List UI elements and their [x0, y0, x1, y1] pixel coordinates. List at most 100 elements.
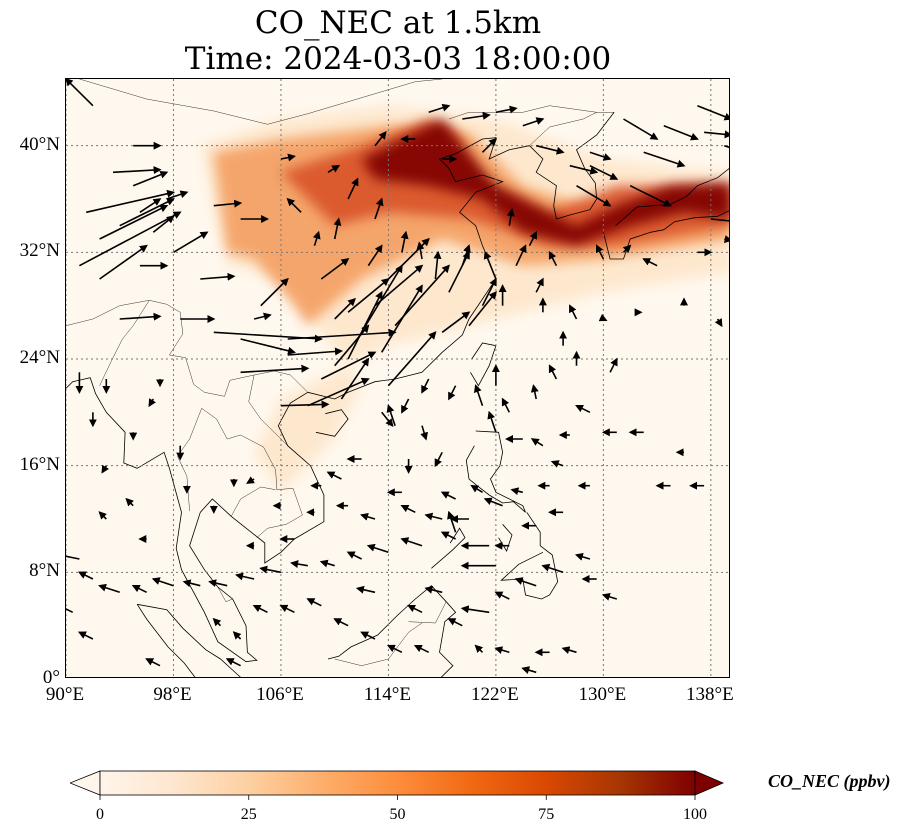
wind-arrow [334, 324, 370, 367]
country-border [79, 79, 443, 125]
wind-arrow [536, 144, 565, 155]
coastline [431, 527, 466, 569]
y-tick-label: 0° [42, 667, 60, 688]
wind-arrow [420, 425, 428, 441]
wind-arrow [386, 404, 396, 426]
wind-arrow [448, 385, 457, 401]
wind-arrow [132, 170, 169, 187]
wind-arrow [152, 215, 175, 233]
wind-arrow [387, 331, 437, 387]
y-tick-label: 32°N [19, 240, 60, 262]
wind-arrow [609, 357, 618, 373]
country-border [66, 300, 308, 397]
wind-arrow [434, 451, 443, 468]
wind-arrow [589, 164, 619, 180]
wind-arrow [440, 491, 456, 500]
wind-arrow [86, 189, 176, 214]
x-tick-label: 114°E [363, 684, 411, 705]
wind-arrow [327, 164, 341, 173]
wind-arrow [474, 644, 484, 654]
map-subtitle-time: Time: 2024-03-03 18:00:00 [184, 41, 612, 77]
wind-arrow [182, 579, 201, 588]
coastline [603, 210, 729, 260]
wind-arrow [340, 357, 370, 400]
y-tick-label: 24°N [19, 347, 60, 368]
coastline [498, 524, 513, 552]
wind-arrow [413, 644, 430, 654]
colorbar-min-extension [70, 770, 101, 796]
wind-arrow [589, 151, 612, 161]
wind-arrow [101, 464, 110, 474]
wind-arrow [473, 384, 484, 406]
wind-arrow [367, 244, 383, 267]
wind-vectors [66, 79, 729, 674]
wind-arrow [260, 277, 289, 307]
wind-arrow [66, 604, 74, 614]
wind-arrow [510, 487, 523, 496]
wind-arrow [240, 338, 296, 355]
wind-arrow [307, 377, 370, 407]
x-tick-label: 98°E [153, 684, 192, 705]
wind-arrow [461, 244, 471, 266]
wind-arrow [697, 104, 729, 121]
wind-arrow [213, 199, 243, 208]
country-border [230, 486, 276, 517]
wind-arrow [280, 153, 296, 162]
x-tick-label: 122°E [471, 684, 519, 705]
country-border [248, 374, 288, 446]
wind-arrow [400, 504, 416, 514]
wind-arrow [173, 231, 209, 253]
wind-arrow [99, 244, 148, 280]
wind-arrow [401, 398, 410, 414]
map-canvas [66, 79, 729, 677]
wind-arrow [494, 646, 510, 654]
colorbar-label: CO_NEC (ppbv) [768, 771, 891, 791]
wind-arrow [99, 204, 169, 240]
wind-arrow [723, 235, 729, 244]
wind-arrow [225, 658, 241, 667]
wind-arrow [360, 631, 376, 640]
colorbar-tick-marks [99, 795, 696, 800]
gridlines [66, 79, 729, 677]
wind-arrow [548, 364, 558, 380]
wind-arrow [320, 258, 350, 280]
wind-arrow [148, 398, 157, 408]
wind-arrow [259, 565, 282, 574]
wind-arrow [530, 438, 544, 447]
country-border [448, 105, 615, 120]
colorbar-tick-label: 25 [240, 806, 257, 823]
wind-arrow [548, 250, 558, 267]
wind-arrow [347, 277, 390, 313]
wind-arrow [483, 497, 503, 507]
coastline [307, 137, 530, 400]
wind-arrow [374, 264, 424, 307]
wind-arrow [601, 592, 618, 601]
coastline [615, 168, 729, 227]
wind-arrow [522, 117, 545, 127]
wind-arrow [386, 644, 403, 654]
wind-arrow [320, 351, 377, 380]
wind-arrow [481, 137, 498, 153]
country-border [217, 586, 233, 603]
wind-arrow [424, 585, 443, 594]
wind-arrow [595, 244, 605, 260]
wind-arrow [200, 272, 236, 281]
map-panel[interactable] [65, 78, 730, 678]
wind-arrow [576, 185, 612, 207]
wind-arrow [77, 571, 94, 580]
wind-arrow [98, 583, 120, 594]
wind-arrow [535, 277, 544, 293]
wind-arrow [312, 230, 321, 246]
wind-arrow [598, 313, 608, 322]
wind-arrow [287, 347, 343, 356]
x-tick-label: 106°E [256, 684, 304, 705]
wind-arrow [66, 79, 94, 107]
coastline [529, 112, 615, 220]
coastlines [66, 112, 729, 677]
coastline [137, 603, 241, 677]
wind-arrow [319, 559, 335, 568]
wind-arrow [575, 404, 591, 414]
colorbar-tick-label: 100 [683, 806, 707, 823]
wind-arrow [286, 197, 302, 213]
wind-arrow [280, 400, 330, 409]
